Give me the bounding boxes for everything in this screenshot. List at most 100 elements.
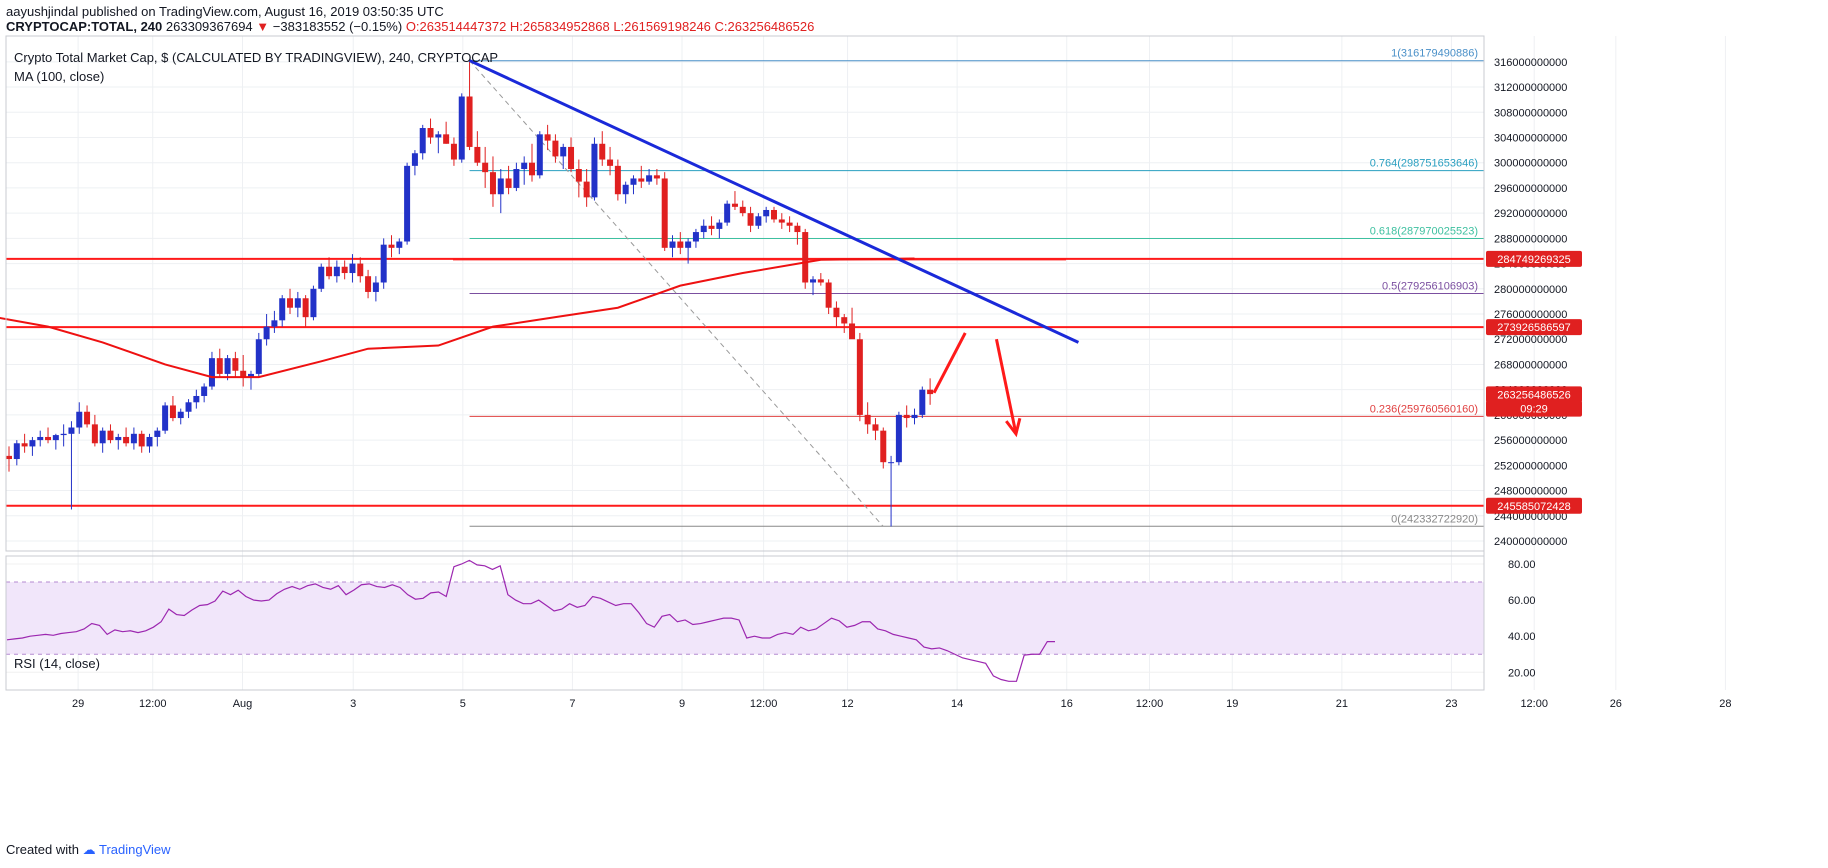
chart-title: Crypto Total Market Cap, $ (CALCULATED B… [14,50,498,65]
candle-bull [37,436,44,441]
candle-bull [255,339,262,374]
price-tick-label: 308000000000 [1494,107,1567,119]
candle-bear [427,128,434,138]
change-value: −383183552 (−0.15%) [272,19,403,34]
candle-bear [856,339,863,415]
candle-bull [716,222,723,229]
candle-bear [794,225,801,233]
price-tick-label: 248000000000 [1494,486,1567,498]
rsi-band [6,581,1484,655]
footer: Created with ☁ TradingView [6,842,171,858]
time-tick-label: 3 [350,698,356,710]
rsi-axis: 80.00 60.00 40.00 20.00 [1508,559,1536,679]
time-tick-label: 21 [1336,698,1348,710]
price-tick-label: 240000000000 [1494,536,1567,548]
price-tick-label: 288000000000 [1494,233,1567,245]
candle-bull [919,389,926,415]
candle-bull [458,96,465,160]
candle-bull [810,279,817,283]
tradingview-brand[interactable]: TradingView [99,842,171,857]
time-tick-label: Aug [233,698,253,710]
candle-bull [372,282,379,292]
candle-bear [607,159,614,166]
ma-100-line [0,257,915,379]
price-badge-label: 273926586597 [1497,322,1570,334]
candle-bear [240,370,247,378]
pane-labels: Crypto Total Market Cap, $ (CALCULATED B… [14,50,498,671]
candle-bull [247,373,254,378]
candle-bull [130,433,137,444]
candle-bear [232,358,239,371]
price-tick-label: 292000000000 [1494,208,1567,220]
rsi-tick-label: 80.00 [1508,559,1536,571]
price-badge [1486,386,1582,403]
candle-bear [474,146,481,163]
time-tick-label: 16 [1061,698,1073,710]
candle-bear [45,436,52,441]
fibonacci-levels: 1(316179490886) 0.764(298751653646) 0.618(… [469,48,1484,527]
candle-bull [521,162,528,170]
tradingview-logo-icon[interactable]: ☁ [82,842,96,857]
price-tick-label: 276000000000 [1494,309,1567,321]
candle-bear [653,175,660,179]
candle-bull [724,203,731,223]
candle-bear [450,143,457,160]
candle-bear [770,209,777,220]
candle-bear [529,162,536,176]
candle-bear [505,178,512,188]
price-badges: 284749269325 273926586597 263256486526 09:2… [1486,250,1582,514]
ma-line [0,257,915,379]
time-tick-label: 14 [951,698,963,710]
candle-bull [13,443,20,460]
candle-bear [708,225,715,229]
candle-bull [404,165,411,242]
candle-bear [661,178,668,248]
high-value: H:265834952868 [509,19,610,34]
time-tick-label: 12:00 [750,698,778,710]
candle-bear [357,263,364,277]
candle-bear [849,323,856,340]
candle-bull [115,436,122,441]
candle-bear [326,266,333,277]
candle-bear [841,317,848,324]
candle-bear [599,143,606,160]
candle-bear [677,241,684,248]
candle-bear [927,389,934,395]
price-axis: 316000000000 312000000000 308000000000 3040… [1494,57,1567,548]
price-tick-label: 304000000000 [1494,132,1567,144]
time-axis: 29 12:00 Aug 3 5 7 9 12:00 12 14 16 12:00 19 21 23 12:0… [72,698,1732,710]
candle-bull [52,435,59,441]
candle-bull [685,241,692,248]
candle-bull [591,143,598,198]
low-value: L:261569198246 [613,19,711,34]
candle-bear [825,282,832,308]
candle-bull [279,298,286,321]
open-value: O:263514447372 [405,19,507,34]
candle-bull [419,128,426,154]
symbol-label: CRYPTOCAP:TOTAL, 240 [6,19,163,34]
candle-bull [380,244,387,283]
time-tick-label: 23 [1445,698,1457,710]
price-badge [1486,400,1582,417]
candle-bull [263,326,270,340]
price-tick-label: 316000000000 [1494,57,1567,69]
candle-bear [880,430,887,463]
candle-bull [318,266,325,289]
candle-bull [349,263,356,274]
candles [6,61,934,527]
candle-bear [482,162,489,173]
candle-bull [333,266,340,277]
candle-bear [583,181,590,198]
candle-bear [138,433,145,447]
rsi-line-path [6,559,1055,682]
candle-bear [216,358,223,374]
price-badge-label: 263256486526 [1497,389,1570,401]
arrow-head-icon [1005,417,1022,438]
close-value: C:263256486526 [714,19,815,34]
candle-bear [575,169,582,182]
candle-bull [99,430,106,444]
candle-bear [731,203,738,207]
annotation-arrow [932,332,967,394]
candle-bear [443,134,450,144]
